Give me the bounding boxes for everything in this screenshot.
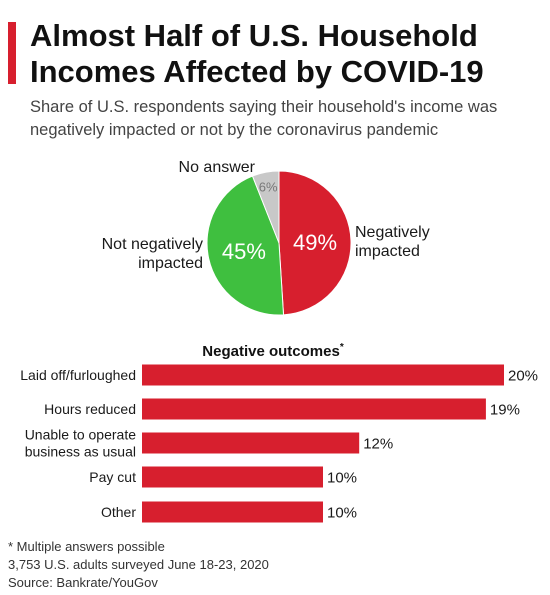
bar-chart-title: Negative outcomes* xyxy=(202,342,344,360)
survey-text: 3,753 U.S. adults surveyed June 18-23, 2… xyxy=(8,557,269,572)
bar-value-label: 10% xyxy=(327,505,357,522)
pie-category-label: Negatively xyxy=(355,224,430,241)
footnote-text: * Multiple answers possible xyxy=(8,539,165,554)
pie-value-label: 45% xyxy=(222,239,266,264)
pie-slice-not-negatively-impacted xyxy=(206,175,285,316)
pie-slice-no-answer xyxy=(251,170,280,244)
bar xyxy=(142,364,504,386)
bar-value-label: 12% xyxy=(363,436,393,453)
pie-slice-negatively-impacted xyxy=(278,170,352,316)
bar-value-label: 19% xyxy=(490,402,520,419)
bar xyxy=(142,466,323,488)
bar-value-label: 20% xyxy=(508,368,538,385)
pie-value-label: 49% xyxy=(293,230,337,255)
source-text: Source: Bankrate/YouGov xyxy=(8,575,158,590)
pie-category-label: impacted xyxy=(355,243,420,260)
pie-value-label: 6% xyxy=(259,179,278,194)
chart-subtitle: Share of U.S. respondents saying their h… xyxy=(30,98,498,139)
bar-category-label: Unable to operate xyxy=(25,427,137,443)
title-accent-bar xyxy=(8,22,16,84)
bar-category-label: business as usual xyxy=(25,444,136,460)
pie-category-label: No answer xyxy=(179,159,256,176)
pie-category-label: impacted xyxy=(138,255,203,272)
bar xyxy=(142,432,360,454)
bar-category-label: Pay cut xyxy=(89,469,136,485)
chart-notes: * Multiple answers possible 3,753 U.S. a… xyxy=(8,538,269,592)
bar-category-label: Hours reduced xyxy=(44,401,136,417)
bar xyxy=(142,501,323,523)
bar-category-label: Other xyxy=(101,504,136,520)
pie-category-label: Not negatively xyxy=(102,236,203,253)
bar xyxy=(142,398,486,420)
bar-category-label: Laid off/furloughed xyxy=(20,367,136,383)
bar-value-label: 10% xyxy=(327,470,357,487)
chart-title: Almost Half of U.S. Household Incomes Af… xyxy=(30,18,484,89)
